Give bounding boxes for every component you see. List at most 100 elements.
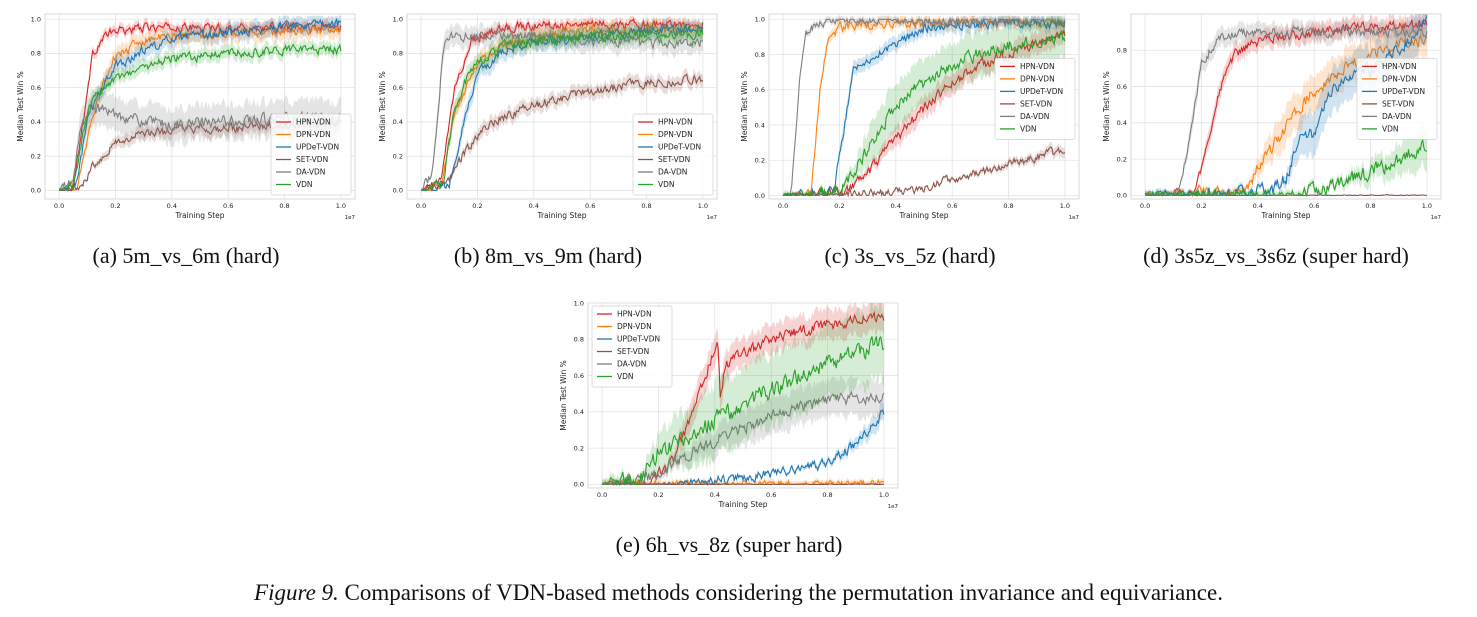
legend: HPN-VDN DPN-VDN UPDeT-VDN SET-VDN DA-VDN VDN [632,113,714,196]
x-tick-label: 1.0 [1060,202,1070,210]
subcaption-d: (d) 3s5z_vs_3s6z (super hard) [1143,243,1409,268]
confidence-band-dpn-vdn [59,16,341,191]
y-tick-label: 1.0 [574,299,584,307]
confidence-band-vdn [1145,120,1427,196]
chart-panel-d: 0.0 0.2 0.4 0.6 0.8 1.0 0.0 0.2 0.4 0.6 0.8 Trainin… [1096,6,1448,238]
x-axis-label: Training Step [717,500,767,509]
y-tick-label: 1.0 [31,15,41,23]
legend-entry: VDN [1382,124,1399,133]
confidence-band-da-vdn [59,86,341,191]
series-line-hpn-vdn [421,17,704,191]
x-tick-label: 0.2 [834,202,844,210]
series-line-vdn [782,30,1066,197]
x-axis-label: Training Step [536,211,586,220]
chart-e: 0.0 0.2 0.4 0.6 0.8 1.0 0.0 0.2 0.4 0.6 0.8 1.0 Trai… [559,299,899,510]
y-tick-label: 0.8 [393,50,403,58]
y-tick-label: 0.6 [574,372,584,380]
y-tick-label: 1.0 [393,15,403,23]
y-tick-label: 0.6 [1117,83,1127,91]
x-tick-label: 1.0 [879,491,889,499]
y-tick-label: 0.4 [31,118,41,126]
series-line-vdn [602,335,885,487]
y-tick-label: 0.2 [574,444,584,452]
chart-panel-b: 0.0 0.2 0.4 0.6 0.8 1.0 0.0 0.2 0.4 0.6 0.8 1.0 Trai… [372,6,724,238]
legend-entry: DPN-VDN [296,130,331,139]
y-tick-label: 0.8 [31,50,41,58]
series-group [601,303,885,487]
x-tick-label: 1.0 [698,202,708,210]
confidence-band-dpn-vdn [421,15,703,191]
x-tick-label: 0.8 [641,202,651,210]
series-group [420,15,704,192]
legend-entry: UPDeT-VDN [296,143,339,152]
series-line-set-vdn [601,482,884,485]
confidence-band-updet-vdn [421,16,703,191]
x-tick-label: 0.6 [1309,202,1319,210]
x-tick-label: 0.0 [778,202,788,210]
x-tick-label: 0.0 [597,491,607,499]
x-tick-label: 0.8 [822,491,832,499]
chart-a: 0.0 0.2 0.4 0.6 0.8 1.0 0.0 0.2 0.4 0.6 0.8 1.0 Trai… [16,13,356,221]
legend-entry: HPN-VDN [296,118,331,127]
legend-entry: DPN-VDN [658,130,693,139]
legend-entry: VDN [658,180,675,189]
legend-entry: HPN-VDN [1382,62,1417,71]
legend-entry: DPN-VDN [617,322,652,331]
figure-label: Figure 9. [254,580,339,605]
chart-panel-e: 0.0 0.2 0.4 0.6 0.8 1.0 0.0 0.2 0.4 0.6 0.8 1.0 Trai… [553,295,905,527]
series-line-da-vdn [783,17,1066,197]
x-tick-label: 1.0 [336,202,346,210]
series-line-updet-vdn [58,17,342,193]
series-line-vdn [420,27,704,192]
x-tick-label: 0.6 [223,202,233,210]
x-scale-label: 1e7 [888,504,899,510]
x-tick-label: 0.8 [1365,202,1375,210]
subcaption-a: (a) 5m_vs_6m (hard) [92,243,280,268]
y-axis-label: Median Test Win % [1102,71,1111,141]
y-tick-label: 0.4 [755,121,765,129]
y-tick-label: 0.0 [1117,192,1127,200]
subcaption-c: (c) 3s_vs_5z (hard) [824,243,996,268]
legend: HPN-VDN DPN-VDN UPDeT-VDN SET-VDN DA-VDN VDN [1356,58,1438,140]
confidence-band-vdn [602,303,884,485]
confidence-band-set-vdn [59,112,341,191]
legend: HPN-VDN DPN-VDN UPDeT-VDN SET-VDN DA-VDN VDN [994,58,1076,140]
legend-entry: DA-VDN [617,360,646,369]
x-tick-label: 0.2 [653,491,663,499]
y-tick-label: 0.8 [1117,47,1127,55]
y-axis-label: Median Test Win % [378,71,387,141]
x-axis-label: Training Step [174,211,224,220]
y-tick-label: 0.4 [393,118,403,126]
legend-entry: SET-VDN [658,155,690,164]
y-axis-label: Median Test Win % [559,360,568,430]
confidence-band-set-vdn [421,67,703,191]
legend-entry: DA-VDN [296,168,325,177]
legend-entry: HPN-VDN [617,310,652,319]
legend-entry: DA-VDN [1020,112,1049,121]
chart-panel-a: 0.0 0.2 0.4 0.6 0.8 1.0 0.0 0.2 0.4 0.6 0.8 1.0 Trai… [10,6,362,238]
x-tick-label: 0.0 [1140,202,1150,210]
y-tick-label: 0.0 [393,187,403,195]
y-tick-label: 0.6 [393,84,403,92]
legend-entry: UPDeT-VDN [1382,87,1425,96]
y-tick-label: 0.4 [1117,119,1127,127]
y-tick-label: 1.0 [755,16,765,24]
legend-entry: VDN [296,180,313,189]
legend-entry: SET-VDN [1382,99,1414,108]
y-tick-label: 0.0 [755,192,765,200]
x-axis-label: Training Step [1260,211,1310,220]
chart-c: 0.0 0.2 0.4 0.6 0.8 1.0 0.0 0.2 0.4 0.6 0.8 1.0 Trai… [740,13,1080,221]
y-tick-label: 0.8 [755,51,765,59]
x-scale-label: 1e7 [345,215,356,221]
y-tick-label: 0.2 [31,152,41,160]
x-scale-label: 1e7 [1069,215,1080,221]
x-tick-label: 0.8 [1003,202,1013,210]
x-axis-label: Training Step [898,211,948,220]
series-line-da-vdn [602,390,885,487]
x-tick-label: 0.4 [1253,202,1263,210]
series-group [58,15,342,193]
confidence-band-updet-vdn [783,15,1065,196]
subcaption-e: (e) 6h_vs_8z (super hard) [615,532,843,557]
subcaption-b: (b) 8m_vs_9m (hard) [453,243,643,268]
legend-entry: DPN-VDN [1382,74,1417,83]
